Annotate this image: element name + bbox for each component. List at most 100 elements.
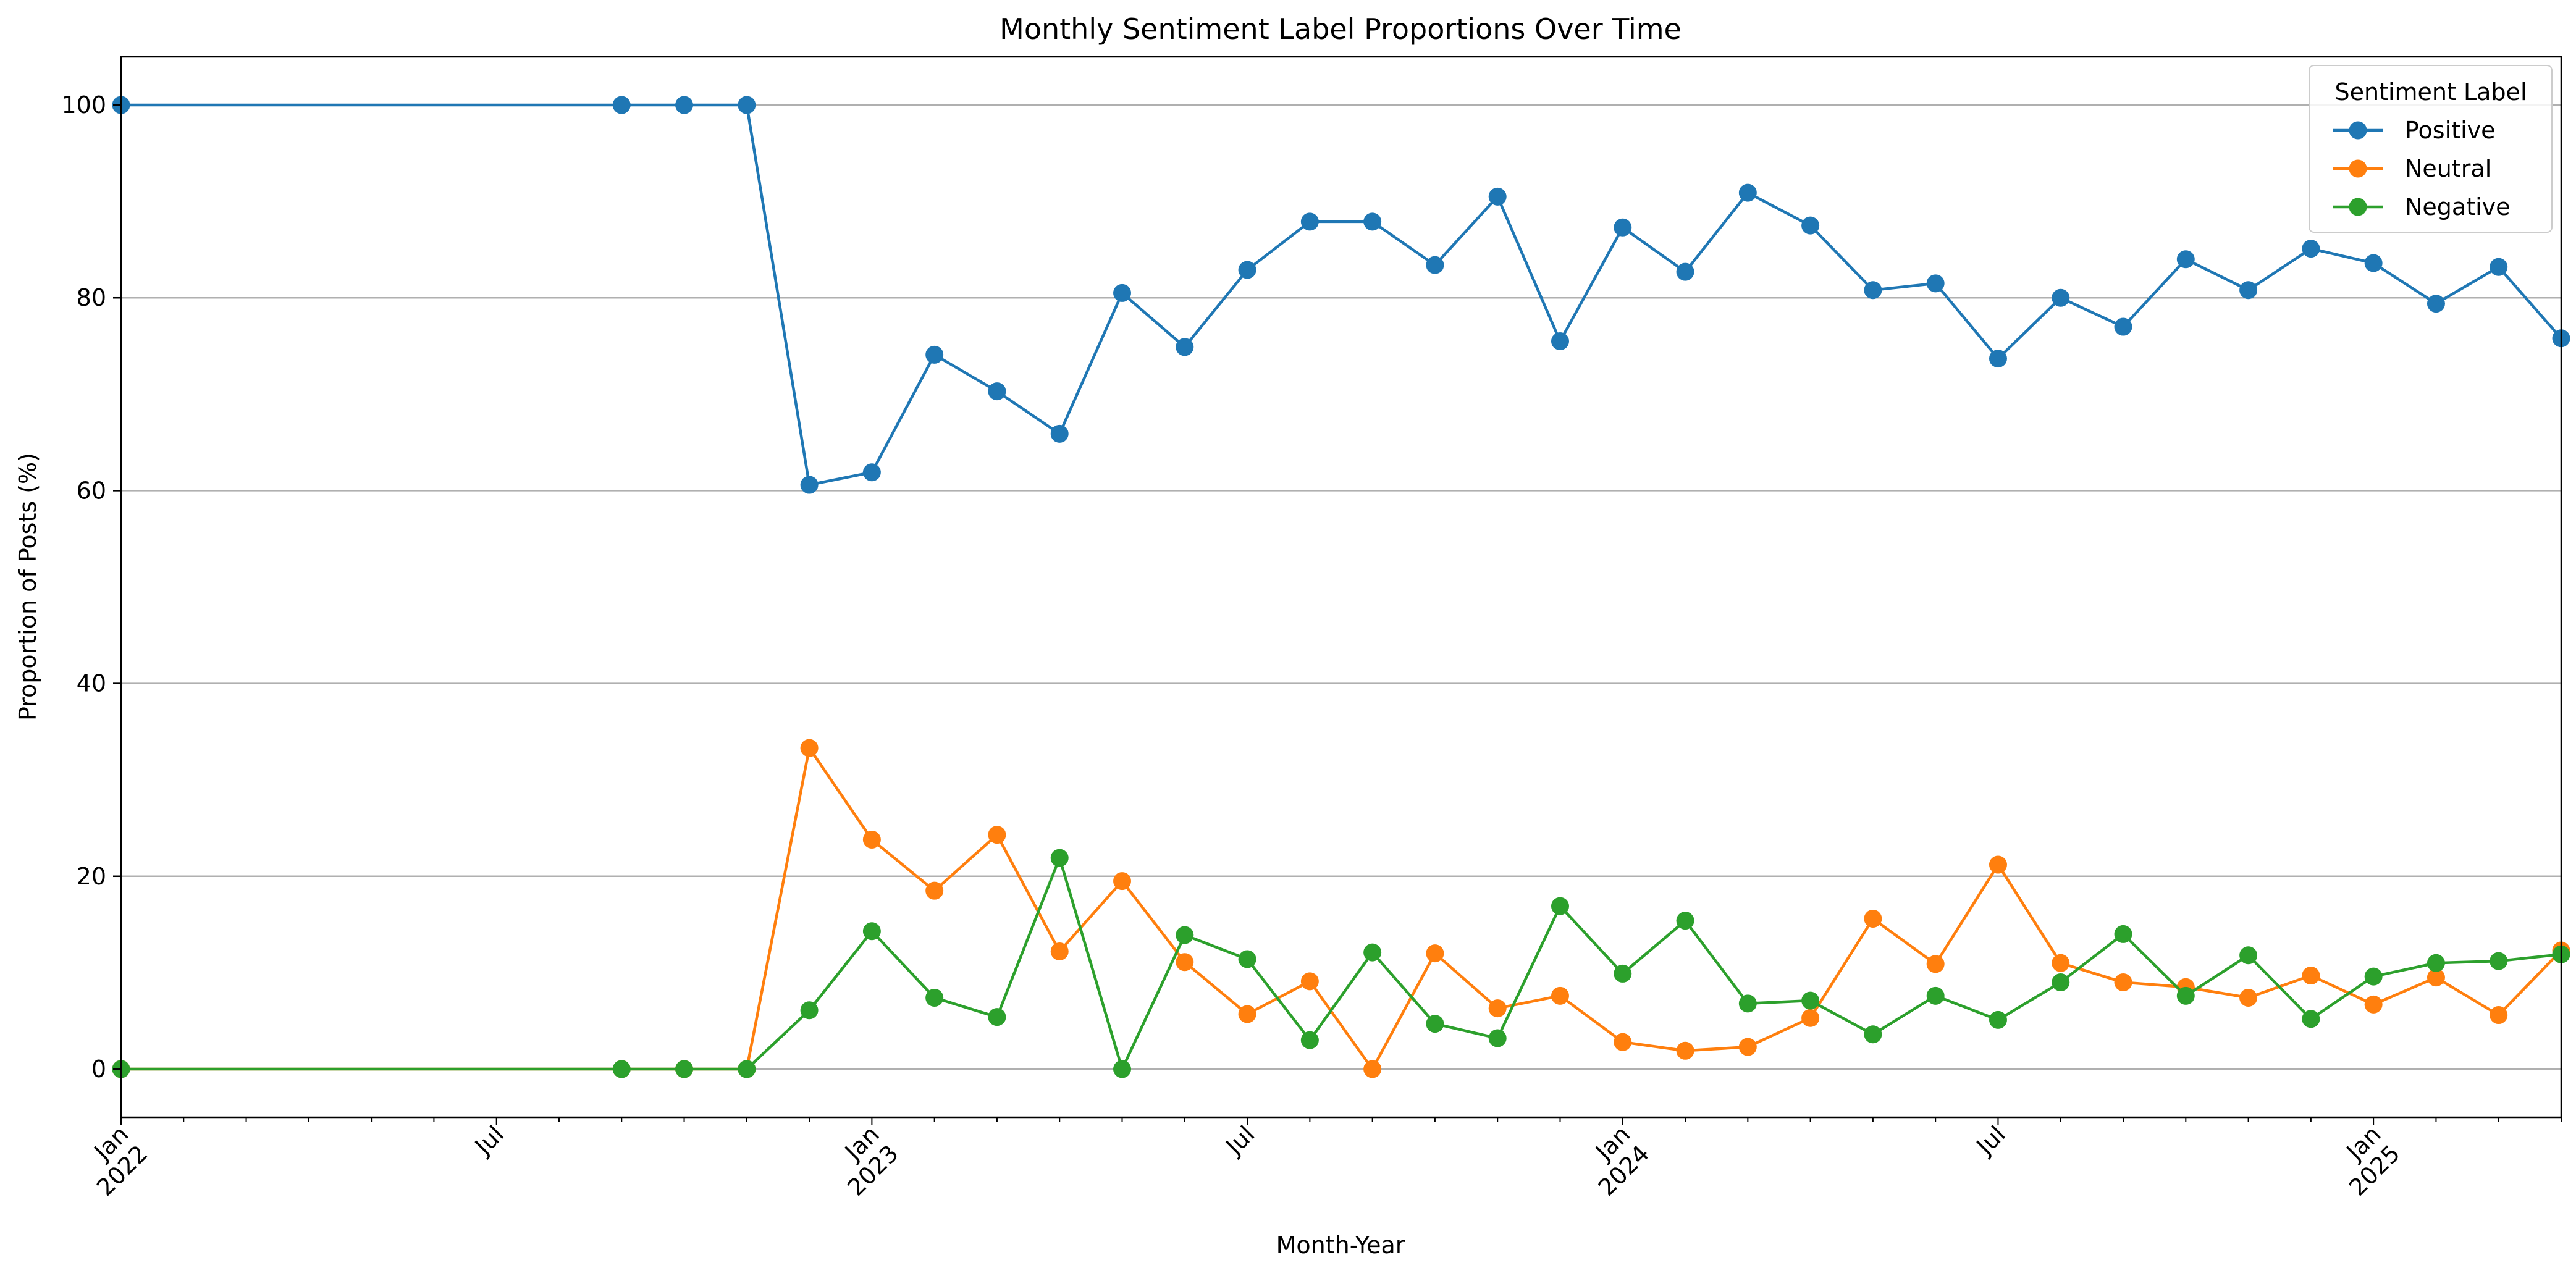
x-tick-label: Jul xyxy=(469,1120,509,1161)
legend-box xyxy=(2309,65,2553,233)
chart-title: Monthly Sentiment Label Proportions Over… xyxy=(1000,12,1682,46)
data-point xyxy=(2114,973,2132,991)
data-point xyxy=(1989,1010,2007,1029)
legend-entry-neutral: Neutral xyxy=(2333,155,2491,182)
legend-label: Negative xyxy=(2405,193,2511,220)
data-point xyxy=(2239,946,2258,965)
data-point xyxy=(1801,216,1820,235)
y-tick-label: 0 xyxy=(91,1056,106,1083)
series-layer xyxy=(112,96,2570,1078)
data-point xyxy=(1551,986,1569,1005)
data-point xyxy=(1551,332,1569,350)
data-point xyxy=(1676,912,1694,930)
y-tick-label: 80 xyxy=(77,284,106,311)
data-point xyxy=(2239,988,2258,1007)
data-point xyxy=(1300,1031,1319,1049)
data-point xyxy=(2490,952,2508,970)
data-point xyxy=(1614,1033,1632,1051)
data-point xyxy=(2114,317,2132,336)
data-point xyxy=(1801,991,1820,1010)
x-tick-label-line1: Jul xyxy=(1219,1120,1260,1161)
data-point xyxy=(2052,973,2070,991)
series-neutral xyxy=(112,739,2570,1078)
data-point xyxy=(988,1008,1006,1026)
data-point xyxy=(1864,1025,1882,1044)
data-point xyxy=(675,96,694,114)
data-point xyxy=(925,881,944,900)
legend-label: Neutral xyxy=(2405,155,2491,182)
data-point xyxy=(1426,1015,1444,1033)
data-point xyxy=(675,1060,694,1078)
plot-frame xyxy=(120,56,2562,1119)
data-point xyxy=(1614,218,1632,237)
data-point xyxy=(1363,1060,1382,1078)
data-point xyxy=(2427,968,2445,987)
data-point xyxy=(1864,281,1882,300)
series-line xyxy=(121,856,2562,1071)
data-point xyxy=(800,476,819,494)
data-point xyxy=(1989,855,2007,874)
data-point xyxy=(1363,212,1382,231)
data-point xyxy=(1176,953,1194,972)
y-axis: 0 20 40 60 80 100 xyxy=(61,91,121,1083)
y-tick-label: 20 xyxy=(77,863,106,890)
data-point xyxy=(1176,338,1194,356)
data-point xyxy=(1926,274,1945,293)
data-point xyxy=(1050,849,1069,867)
legend-entry-positive: Positive xyxy=(2333,117,2496,144)
data-point xyxy=(1488,999,1507,1018)
data-point xyxy=(2364,254,2383,272)
series-positive xyxy=(112,96,2570,494)
data-point xyxy=(2052,954,2070,972)
x-tick-label: Jul xyxy=(1219,1120,1260,1161)
data-point xyxy=(612,1060,631,1078)
y-axis-label: Proportion of Posts (%) xyxy=(14,453,41,721)
data-point xyxy=(1801,1009,1820,1027)
data-point xyxy=(1488,187,1507,206)
data-point xyxy=(1238,1005,1256,1023)
data-point xyxy=(2052,288,2070,307)
data-point xyxy=(2176,986,2195,1005)
y-tick-label: 100 xyxy=(61,91,106,119)
data-point xyxy=(1300,972,1319,991)
data-point xyxy=(1176,926,1194,944)
data-point xyxy=(1426,256,1444,274)
legend-swatch-marker xyxy=(2349,159,2367,178)
data-point xyxy=(1113,1060,1132,1078)
data-point xyxy=(738,96,756,114)
data-point xyxy=(2490,258,2508,276)
y-tick-label: 40 xyxy=(77,670,106,697)
data-point xyxy=(1676,262,1694,281)
data-point xyxy=(1926,955,1945,973)
data-point xyxy=(2427,954,2445,972)
data-point xyxy=(1238,261,1256,279)
grid-layer xyxy=(121,104,2561,1070)
data-point xyxy=(862,830,881,849)
data-point xyxy=(1363,943,1382,962)
legend: Sentiment Label Positive Neutral Negative xyxy=(2309,65,2553,233)
data-point xyxy=(1676,1041,1694,1060)
legend-entries: Positive Neutral Negative xyxy=(2333,117,2511,220)
data-point xyxy=(988,382,1006,401)
data-point xyxy=(925,988,944,1007)
series-line xyxy=(121,103,2562,487)
data-point xyxy=(2364,995,2383,1014)
data-point xyxy=(1238,950,1256,968)
data-point xyxy=(862,463,881,482)
x-tick-label: Jul xyxy=(1971,1120,2011,1161)
x-tick-label-line1: Jul xyxy=(469,1120,509,1161)
data-point xyxy=(1738,994,1757,1013)
data-point xyxy=(800,739,819,757)
data-point xyxy=(1738,1038,1757,1056)
data-point xyxy=(1426,944,1444,963)
data-point xyxy=(1300,212,1319,231)
data-point xyxy=(1989,350,2007,368)
data-point xyxy=(612,96,631,114)
